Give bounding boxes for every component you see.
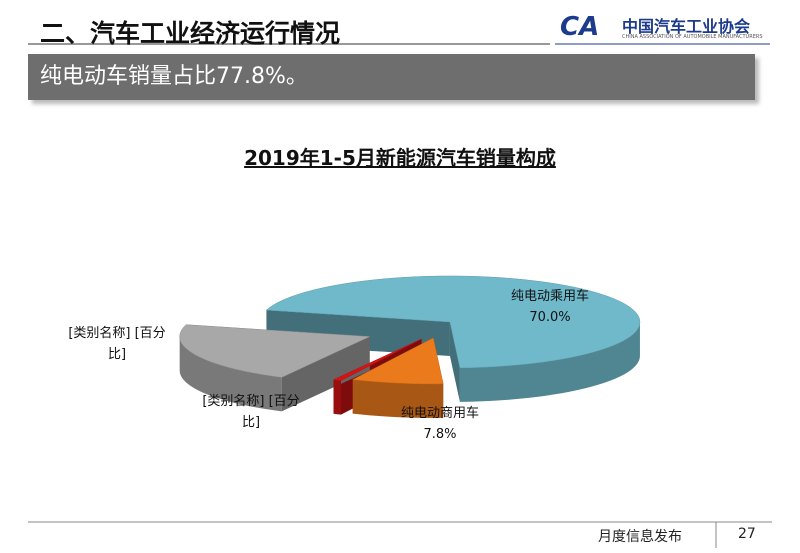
slice-label: [类别名称] [百分比] [62, 323, 172, 365]
value-label: [百分比] [241, 394, 300, 430]
value-label: 70.0% [529, 310, 571, 325]
slice [265, 275, 641, 369]
slice-side [333, 379, 342, 415]
category-label: 纯电动商用车 [400, 406, 479, 421]
value-label: [百分比] [107, 326, 166, 362]
slice [351, 337, 444, 385]
footer-label: 月度信息发布 [598, 529, 682, 545]
slide-title: 二、汽车工业经济运行情况 [40, 19, 341, 48]
page-number: 27 [738, 526, 756, 542]
logo-mark: CA [560, 12, 600, 42]
logo-english: CHINA ASSOCIATION OF AUTOMOBILE MANUFACT… [622, 34, 763, 40]
category-label: [类别名称] [202, 394, 265, 409]
slice [179, 324, 370, 378]
slice-cut [449, 321, 460, 402]
banner: 纯电动车销量占比77.8%。 [28, 54, 755, 100]
logo-name: 中国汽车工业协会 [622, 17, 751, 36]
slice-label: [类别名称] [百分比] [196, 391, 306, 433]
slice-side [459, 321, 640, 402]
pie [179, 275, 641, 418]
chart-title: 2019年1-5月新能源汽车销量构成 [244, 146, 556, 170]
slice-label: 纯电动乘用车 70.0% [480, 286, 620, 328]
value-label: 7.8% [423, 427, 457, 442]
category-label: 纯电动乘用车 [510, 289, 589, 304]
slice-label: 纯电动商用车 7.8% [370, 403, 510, 445]
category-label: [类别名称] [68, 326, 131, 341]
slice-side [179, 336, 282, 412]
slice [332, 338, 422, 381]
slice-side [352, 379, 444, 418]
